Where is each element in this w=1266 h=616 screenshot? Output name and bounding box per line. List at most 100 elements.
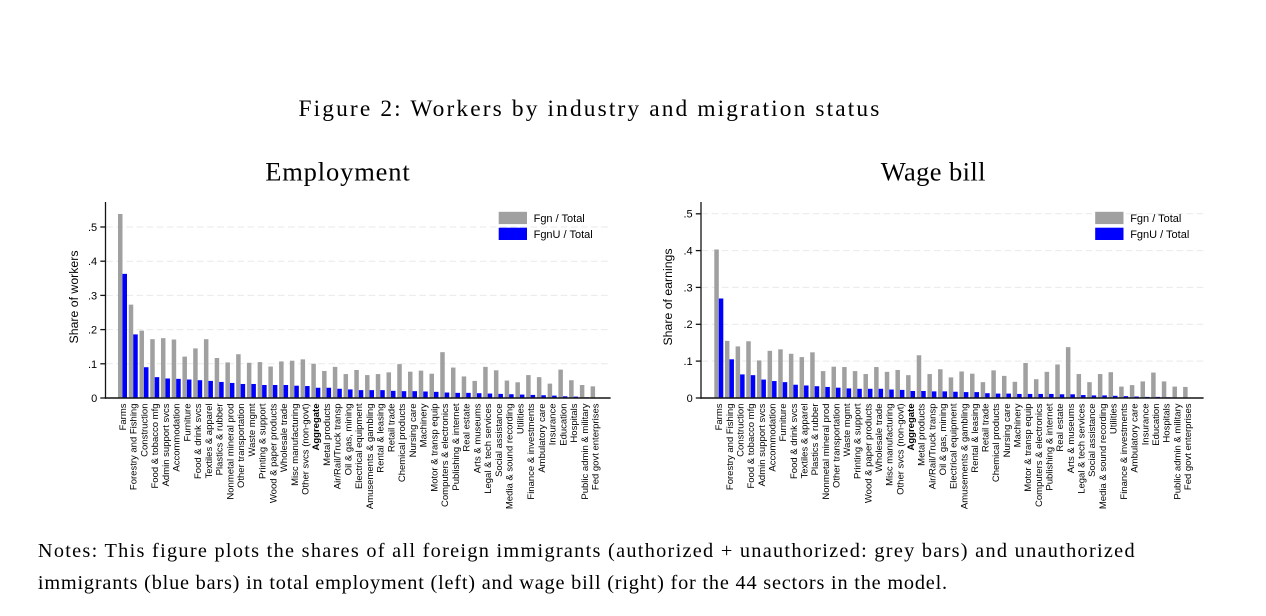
svg-text:Textiles & apparel: Textiles & apparel (799, 404, 810, 479)
svg-text:Utilities: Utilities (1108, 403, 1119, 434)
svg-text:.2: .2 (88, 325, 97, 337)
svg-text:Rental & leasing: Rental & leasing (970, 404, 981, 473)
svg-text:Insurance: Insurance (1140, 404, 1151, 446)
svg-text:FgnU / Total: FgnU / Total (534, 229, 593, 241)
svg-text:Nonmetal mineral prod: Nonmetal mineral prod (225, 404, 236, 500)
svg-text:Forestry and Fishing: Forestry and Fishing (129, 404, 140, 491)
svg-text:Share of workers: Share of workers (67, 251, 81, 344)
svg-text:Legal & tech services: Legal & tech services (1076, 403, 1087, 494)
svg-text:Utilities: Utilities (515, 403, 526, 434)
svg-text:Education: Education (558, 404, 569, 446)
svg-text:Figure 2: Workers by industry: Figure 2: Workers by industry and migrat… (299, 96, 882, 122)
svg-text:Motor & transp equip: Motor & transp equip (429, 404, 440, 492)
svg-text:Social assistance: Social assistance (1087, 404, 1098, 477)
svg-text:.5: .5 (88, 222, 97, 234)
svg-text:Plastics & rubber: Plastics & rubber (215, 404, 226, 476)
svg-text:Farms: Farms (118, 403, 129, 430)
svg-text:immigrants (blue bars) in tota: immigrants (blue bars) in total employme… (38, 572, 948, 594)
svg-text:Aggregate: Aggregate (311, 404, 322, 451)
svg-text:Chemical products: Chemical products (397, 403, 408, 482)
svg-text:Electrical equipment: Electrical equipment (949, 403, 960, 489)
svg-text:.3: .3 (88, 290, 97, 302)
svg-text:Amusements & gambling: Amusements & gambling (365, 404, 376, 510)
svg-text:Nonmetal mineral prod: Nonmetal mineral prod (821, 404, 832, 500)
svg-text:Other svcs (non-govt): Other svcs (non-govt) (301, 404, 312, 495)
svg-text:Accommodation: Accommodation (172, 404, 183, 472)
svg-text:Social assistance: Social assistance (494, 404, 505, 477)
svg-text:Food & drink svcs: Food & drink svcs (193, 403, 204, 479)
svg-text:Nursing care: Nursing care (1002, 404, 1013, 458)
svg-text:Share of earnings: Share of earnings (661, 248, 675, 345)
svg-text:Motor & transp equip: Motor & transp equip (1023, 404, 1034, 492)
svg-text:Amusements & gambling: Amusements & gambling (959, 404, 970, 510)
svg-text:Chemical products: Chemical products (991, 403, 1002, 482)
svg-text:Furniture: Furniture (778, 404, 789, 442)
svg-text:Finance & investments: Finance & investments (1119, 403, 1130, 499)
svg-text:Food & tobacco mfg: Food & tobacco mfg (150, 404, 161, 489)
svg-text:.1: .1 (88, 359, 97, 371)
svg-text:Fed govt enterprises: Fed govt enterprises (591, 403, 602, 490)
svg-text:Air/Rail/Truck transp: Air/Rail/Truck transp (333, 404, 344, 490)
svg-text:Plastics & rubber: Plastics & rubber (810, 404, 821, 476)
svg-text:Furniture: Furniture (182, 404, 193, 442)
svg-text:Ambulatory care: Ambulatory care (1130, 404, 1141, 473)
svg-text:Wood & paper products: Wood & paper products (268, 403, 279, 503)
svg-text:Real estate: Real estate (462, 404, 473, 452)
svg-text:Farms: Farms (714, 403, 725, 430)
svg-text:Food & tobacco mfg: Food & tobacco mfg (746, 404, 757, 489)
svg-text:Retail trade: Retail trade (386, 404, 397, 453)
svg-text:Publishing & internet: Publishing & internet (451, 403, 462, 490)
svg-text:Air/Rail/Truck transp: Air/Rail/Truck transp (927, 404, 938, 490)
svg-text:Rental & leasing: Rental & leasing (376, 404, 387, 473)
svg-text:.3: .3 (684, 282, 693, 294)
svg-text:Printing & support: Printing & support (853, 403, 864, 479)
svg-text:Waste mgmt: Waste mgmt (247, 403, 258, 456)
svg-text:Arts & museums: Arts & museums (472, 403, 483, 473)
svg-text:Insurance: Insurance (548, 404, 559, 446)
svg-text:Accommodation: Accommodation (767, 404, 778, 472)
svg-text:Electrical equipment: Electrical equipment (354, 403, 365, 489)
svg-text:Machinery: Machinery (1013, 403, 1024, 447)
svg-text:Metal products: Metal products (917, 403, 928, 466)
svg-text:Construction: Construction (736, 404, 747, 457)
svg-text:Admin support svcs: Admin support svcs (161, 403, 172, 486)
svg-text:Misc manufacturing: Misc manufacturing (290, 404, 301, 486)
svg-text:Wholesale trade: Wholesale trade (874, 404, 885, 473)
svg-text:Construction: Construction (139, 404, 150, 457)
svg-text:Waste mgmt: Waste mgmt (842, 403, 853, 456)
svg-text:Wage bill: Wage bill (881, 157, 986, 187)
svg-text:Hospitals: Hospitals (569, 403, 580, 442)
svg-text:Metal products: Metal products (322, 403, 333, 466)
svg-text:Public admin & military: Public admin & military (580, 403, 591, 499)
svg-text:Fgn / Total: Fgn / Total (1130, 213, 1181, 225)
svg-text:Media & sound recording: Media & sound recording (505, 404, 516, 510)
svg-text:Other transportation: Other transportation (236, 404, 247, 489)
svg-text:Other svcs (non-govt): Other svcs (non-govt) (895, 404, 906, 495)
svg-text:Wholesale trade: Wholesale trade (279, 404, 290, 473)
svg-text:Employment: Employment (265, 157, 410, 187)
svg-text:Fed govt enterprises: Fed govt enterprises (1183, 403, 1194, 490)
svg-text:Admin support svcs: Admin support svcs (757, 403, 768, 486)
svg-text:Publishing & internet: Publishing & internet (1045, 403, 1056, 490)
svg-text:Oil & gas, mining: Oil & gas, mining (343, 404, 354, 476)
svg-text:Nursing care: Nursing care (408, 404, 419, 458)
svg-text:0: 0 (687, 393, 693, 405)
svg-text:Aggregate: Aggregate (906, 404, 917, 451)
svg-text:Printing & support: Printing & support (258, 403, 269, 479)
svg-text:Public admin & military: Public admin & military (1172, 403, 1183, 499)
svg-text:Wood & paper products: Wood & paper products (863, 403, 874, 503)
svg-text:.4: .4 (684, 246, 693, 258)
svg-text:0: 0 (91, 393, 97, 405)
svg-text:Ambulatory care: Ambulatory care (537, 404, 548, 473)
svg-text:Media & sound recording: Media & sound recording (1098, 404, 1109, 510)
svg-text:Other transportation: Other transportation (831, 404, 842, 489)
svg-text:Computers & electronics: Computers & electronics (440, 403, 451, 507)
svg-text:Computers & electronics: Computers & electronics (1034, 403, 1045, 507)
svg-text:Retail trade: Retail trade (981, 404, 992, 453)
svg-text:Fgn / Total: Fgn / Total (534, 213, 585, 225)
svg-text:Food & drink svcs: Food & drink svcs (789, 403, 800, 479)
svg-text:Arts & museums: Arts & museums (1066, 403, 1077, 473)
svg-text:.2: .2 (684, 319, 693, 331)
svg-text:Textiles & apparel: Textiles & apparel (204, 404, 215, 479)
svg-text:Finance & investments: Finance & investments (526, 403, 537, 499)
